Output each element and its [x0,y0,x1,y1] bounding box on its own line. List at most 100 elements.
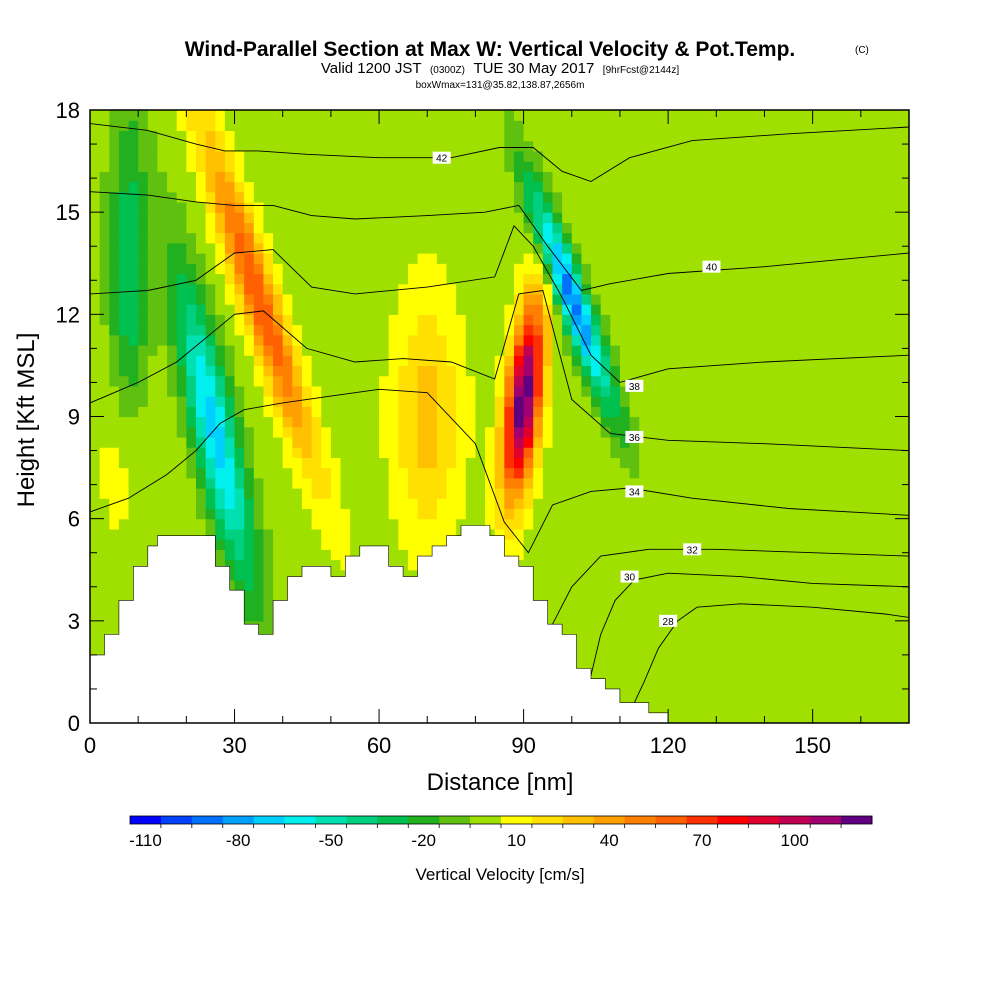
velocity-cell [427,334,438,346]
velocity-cell [581,518,592,530]
velocity-cell [398,457,409,469]
velocity-cell [513,365,525,377]
velocity-cell [851,130,862,142]
velocity-cell [648,253,660,264]
velocity-cell [311,549,322,561]
velocity-cell [600,161,611,172]
velocity-cell [350,273,361,285]
velocity-cell [581,171,592,183]
velocity-cell [446,120,457,132]
velocity-cell [658,518,669,530]
velocity-cell [311,314,322,326]
velocity-cell [330,293,342,305]
velocity-cell [253,436,265,448]
velocity-cell [90,324,101,336]
velocity-cell [899,518,909,530]
velocity-cell [687,222,698,234]
velocity-cell [648,528,660,540]
velocity-cell [774,273,785,285]
velocity-cell [263,498,274,510]
velocity-cell [687,712,698,723]
velocity-cell [697,324,708,336]
velocity-cell [889,304,900,315]
velocity-cell [90,181,101,193]
velocity-cell [205,518,216,530]
velocity-cell [870,385,881,397]
velocity-cell [793,212,804,223]
velocity-cell [263,355,274,367]
velocity-cell [176,528,187,540]
velocity-cell [301,508,313,520]
velocity-cell [427,457,438,469]
velocity-cell [321,385,332,397]
velocity-cell [880,498,891,510]
velocity-cell [870,212,881,223]
velocity-cell [870,498,881,510]
velocity-cell [552,130,563,142]
velocity-cell [292,304,303,315]
velocity-cell [157,385,168,397]
velocity-cell [186,324,197,336]
velocity-cell [311,283,322,295]
velocity-cell [533,140,544,152]
velocity-cell [725,600,737,612]
velocity-cell [706,140,717,152]
velocity-cell [369,436,380,448]
velocity-cell [552,324,563,336]
velocity-cell [427,488,438,499]
velocity-cell [407,212,419,223]
velocity-cell [494,263,505,275]
velocity-cell [311,447,322,458]
velocity-cell [581,344,592,356]
velocity-cell [648,426,660,438]
velocity-cell [860,712,872,723]
velocity-cell [812,385,823,397]
velocity-cell [128,222,139,234]
velocity-cell [803,171,814,183]
velocity-cell [774,201,785,213]
velocity-cell [523,396,534,407]
velocity-cell [263,344,274,356]
velocity-cell [754,712,766,723]
velocity-cell [803,579,814,591]
velocity-cell [379,385,390,397]
velocity-cell [639,620,650,632]
velocity-cell [340,283,351,295]
velocity-cell [523,457,534,469]
velocity-cell [831,590,843,601]
velocity-cell [118,191,130,203]
velocity-cell [831,150,843,162]
velocity-cell [533,150,544,162]
velocity-cell [138,539,149,550]
velocity-cell [138,314,149,326]
velocity-cell [398,191,409,203]
velocity-cell [147,222,159,234]
velocity-cell [533,396,544,407]
velocity-cell [889,426,900,438]
velocity-cell [697,201,708,213]
velocity-cell [793,702,804,714]
velocity-cell [398,161,409,172]
velocity-cell [523,171,534,183]
velocity-cell [860,201,872,213]
velocity-cell [648,569,660,581]
velocity-cell [176,273,187,285]
velocity-cell [783,222,794,234]
velocity-cell [99,161,110,172]
velocity-cell [629,671,640,683]
velocity-cell [735,447,746,458]
velocity-cell [523,150,534,162]
velocity-cell [398,406,409,418]
velocity-cell [99,488,110,499]
velocity-cell [822,344,833,356]
velocity-cell [648,171,660,183]
velocity-cell [147,293,159,305]
velocity-cell [716,334,727,346]
velocity-cell [224,467,236,479]
velocity-cell [600,212,611,223]
velocity-cell [831,436,843,448]
velocity-cell [889,702,900,714]
velocity-cell [822,467,833,479]
velocity-cell [668,406,679,418]
velocity-cell [388,488,399,499]
